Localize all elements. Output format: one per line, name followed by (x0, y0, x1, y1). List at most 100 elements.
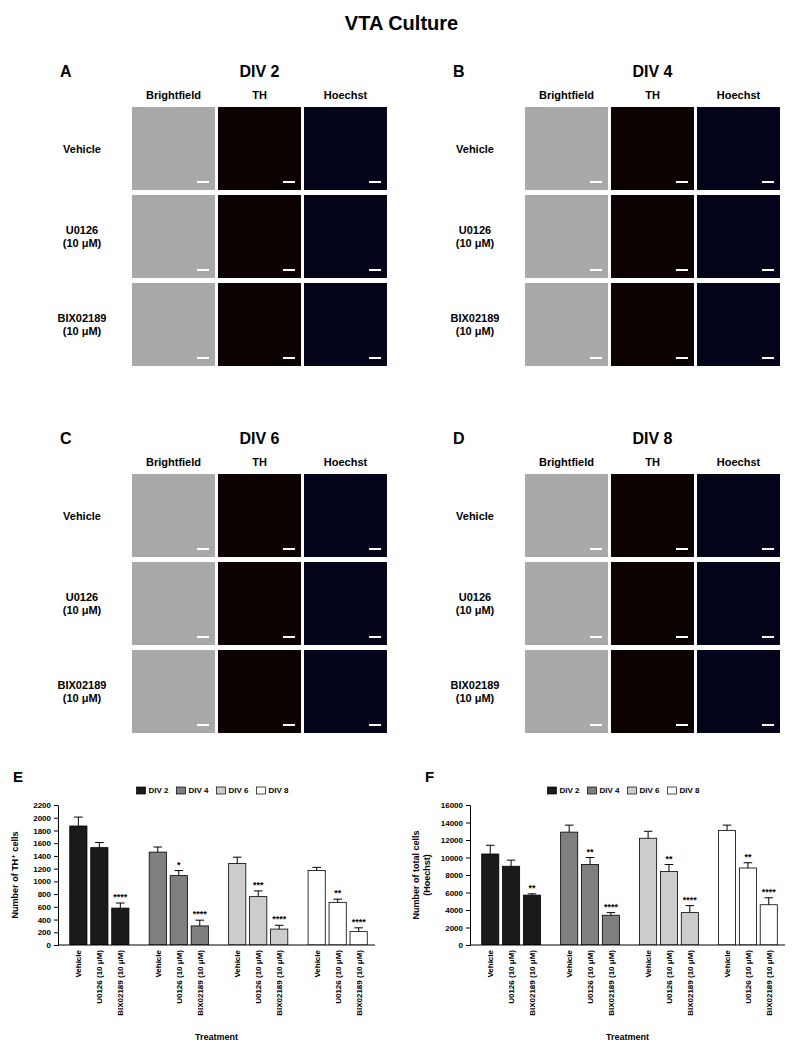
legend-label: DIV 4 (600, 786, 621, 795)
micrograph (132, 107, 215, 190)
micrograph (611, 107, 694, 190)
x-tick-label: U0126 (10 μM) (95, 950, 104, 1004)
micrograph (218, 474, 301, 557)
y-tick-mark (54, 920, 58, 921)
scale-bar (762, 724, 774, 726)
plot-area (70, 817, 368, 945)
bar (229, 864, 246, 945)
y-tick: 1800 (33, 827, 58, 836)
legend-swatch (137, 787, 146, 794)
scale-bar (369, 724, 381, 726)
x-tick-label: Vehicle (723, 949, 732, 977)
micrograph (218, 195, 301, 278)
scale-bar (590, 548, 602, 550)
bar (350, 932, 367, 945)
y-tick: 0 (47, 941, 58, 950)
y-tick-label: 8000 (445, 871, 463, 880)
column-header: Hoechst (324, 89, 368, 101)
bar (739, 868, 756, 945)
error-bar (254, 891, 263, 897)
y-tick-label: 0 (459, 941, 464, 950)
y-tick: 4000 (445, 906, 470, 915)
x-tick-label: Vehicle (313, 949, 322, 977)
scale-bar (590, 724, 602, 726)
bar (112, 908, 129, 945)
significance: **** (193, 909, 208, 919)
x-tick-label: BIX02189 (10 μM) (116, 950, 125, 1016)
x-tick-label: Vehicle (486, 949, 495, 977)
significance: **** (113, 892, 128, 902)
row-label: U0126 (459, 591, 491, 603)
scale-bar (762, 636, 774, 638)
scale-bar (283, 269, 295, 271)
micrograph (132, 474, 215, 557)
micrograph (525, 107, 608, 190)
x-axis-line (58, 945, 375, 946)
bar (640, 838, 657, 945)
error-bar (116, 903, 125, 908)
x-tick-label: BIX02189 (10 μM) (196, 950, 205, 1016)
error-bar (686, 906, 695, 913)
scale-bar (369, 269, 381, 271)
scale-bar (590, 357, 602, 359)
background (0, 0, 803, 1050)
y-tick-label: 16000 (441, 801, 464, 810)
micrograph (611, 195, 694, 278)
bar (271, 929, 288, 945)
legend-swatch (628, 787, 637, 794)
bar-chart: FVehicleU0126 (10 μM)**BIX02189 (10 μM)V… (411, 768, 785, 1042)
error-bar (764, 898, 773, 905)
plot-area (482, 825, 778, 945)
bar (503, 866, 520, 945)
scale-bar (676, 269, 688, 271)
error-bar (528, 894, 537, 895)
row-label: (10 μM) (456, 692, 495, 704)
micrograph (697, 650, 780, 733)
micrograph (132, 562, 215, 645)
micrograph (697, 283, 780, 366)
y-axis: 0200040006000800010000120001400016000 (441, 801, 471, 950)
y-tick-mark (466, 893, 470, 894)
x-tick-label: U0126 (10 μM) (507, 950, 516, 1004)
y-tick: 1600 (33, 839, 58, 848)
micrograph (304, 474, 387, 557)
y-tick: 600 (38, 903, 58, 912)
column-header: Brightfield (539, 456, 594, 468)
legend: DIV 2DIV 4DIV 6DIV 8 (548, 786, 701, 795)
column-header: Hoechst (717, 89, 761, 101)
image-panel: CDIV 6BrightfieldTHHoechstVehicleU0126(1… (58, 430, 387, 733)
scale-bar (369, 636, 381, 638)
micrograph (304, 283, 387, 366)
y-tick: 0 (459, 941, 470, 950)
y-tick-label: 2000 (33, 814, 51, 823)
error-bar (153, 847, 162, 852)
scale-bar (197, 269, 209, 271)
legend-swatch (588, 787, 597, 794)
column-header: TH (252, 456, 267, 468)
significance: ** (334, 888, 342, 898)
row-label: U0126 (66, 224, 98, 236)
error-bar (665, 865, 674, 872)
micrograph (525, 195, 608, 278)
error-bar (275, 925, 284, 929)
x-tick-label: Vehicle (565, 949, 574, 977)
panel-label: C (60, 430, 72, 447)
micrograph (697, 195, 780, 278)
x-tick-label: BIX02189 (10 μM) (607, 950, 616, 1016)
y-tick: 10000 (441, 854, 470, 863)
figure: VTA CultureADIV 2BrightfieldTHHoechstVeh… (0, 0, 803, 1050)
error-bar (74, 817, 83, 826)
bar (250, 897, 267, 945)
y-tick-label: 1200 (33, 865, 51, 874)
column-header: Hoechst (717, 456, 761, 468)
column-header: Brightfield (146, 89, 201, 101)
legend-label: DIV 4 (189, 786, 210, 795)
significance: ** (587, 847, 595, 857)
micrograph (218, 562, 301, 645)
y-tick-mark (54, 894, 58, 895)
micrograph (304, 650, 387, 733)
micrograph (525, 650, 608, 733)
error-bar (644, 831, 653, 838)
y-axis-title: Number of total cells (411, 830, 421, 919)
y-tick-label: 1800 (33, 827, 51, 836)
